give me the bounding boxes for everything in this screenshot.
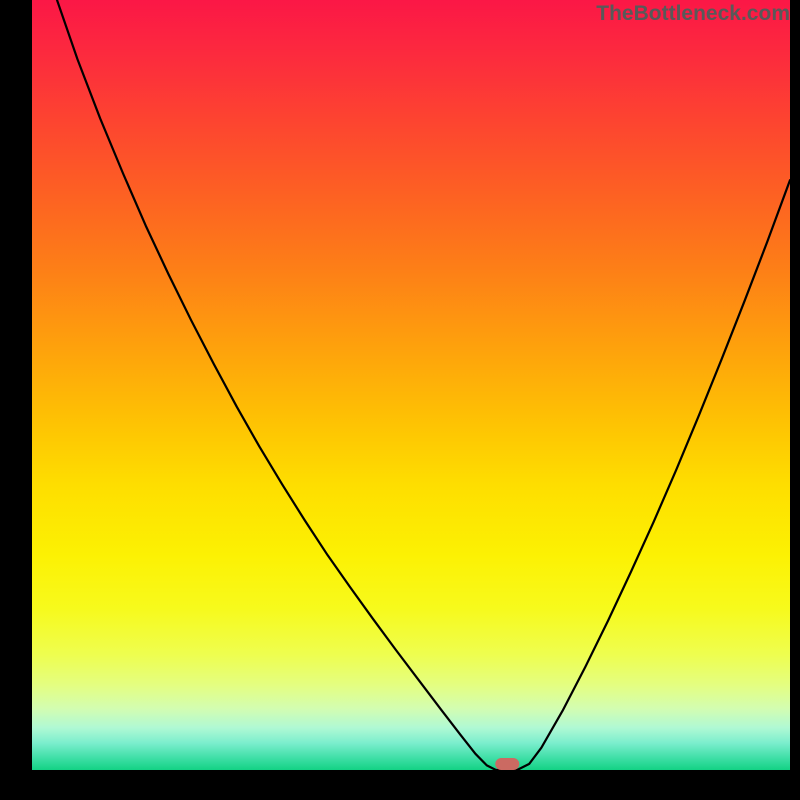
chart-root: TheBottleneck.com (0, 0, 800, 800)
optimum-marker (495, 758, 519, 770)
plot-area (32, 0, 790, 770)
plot-svg (32, 0, 790, 770)
attribution-label: TheBottleneck.com (596, 2, 790, 26)
gradient-background (32, 0, 790, 770)
